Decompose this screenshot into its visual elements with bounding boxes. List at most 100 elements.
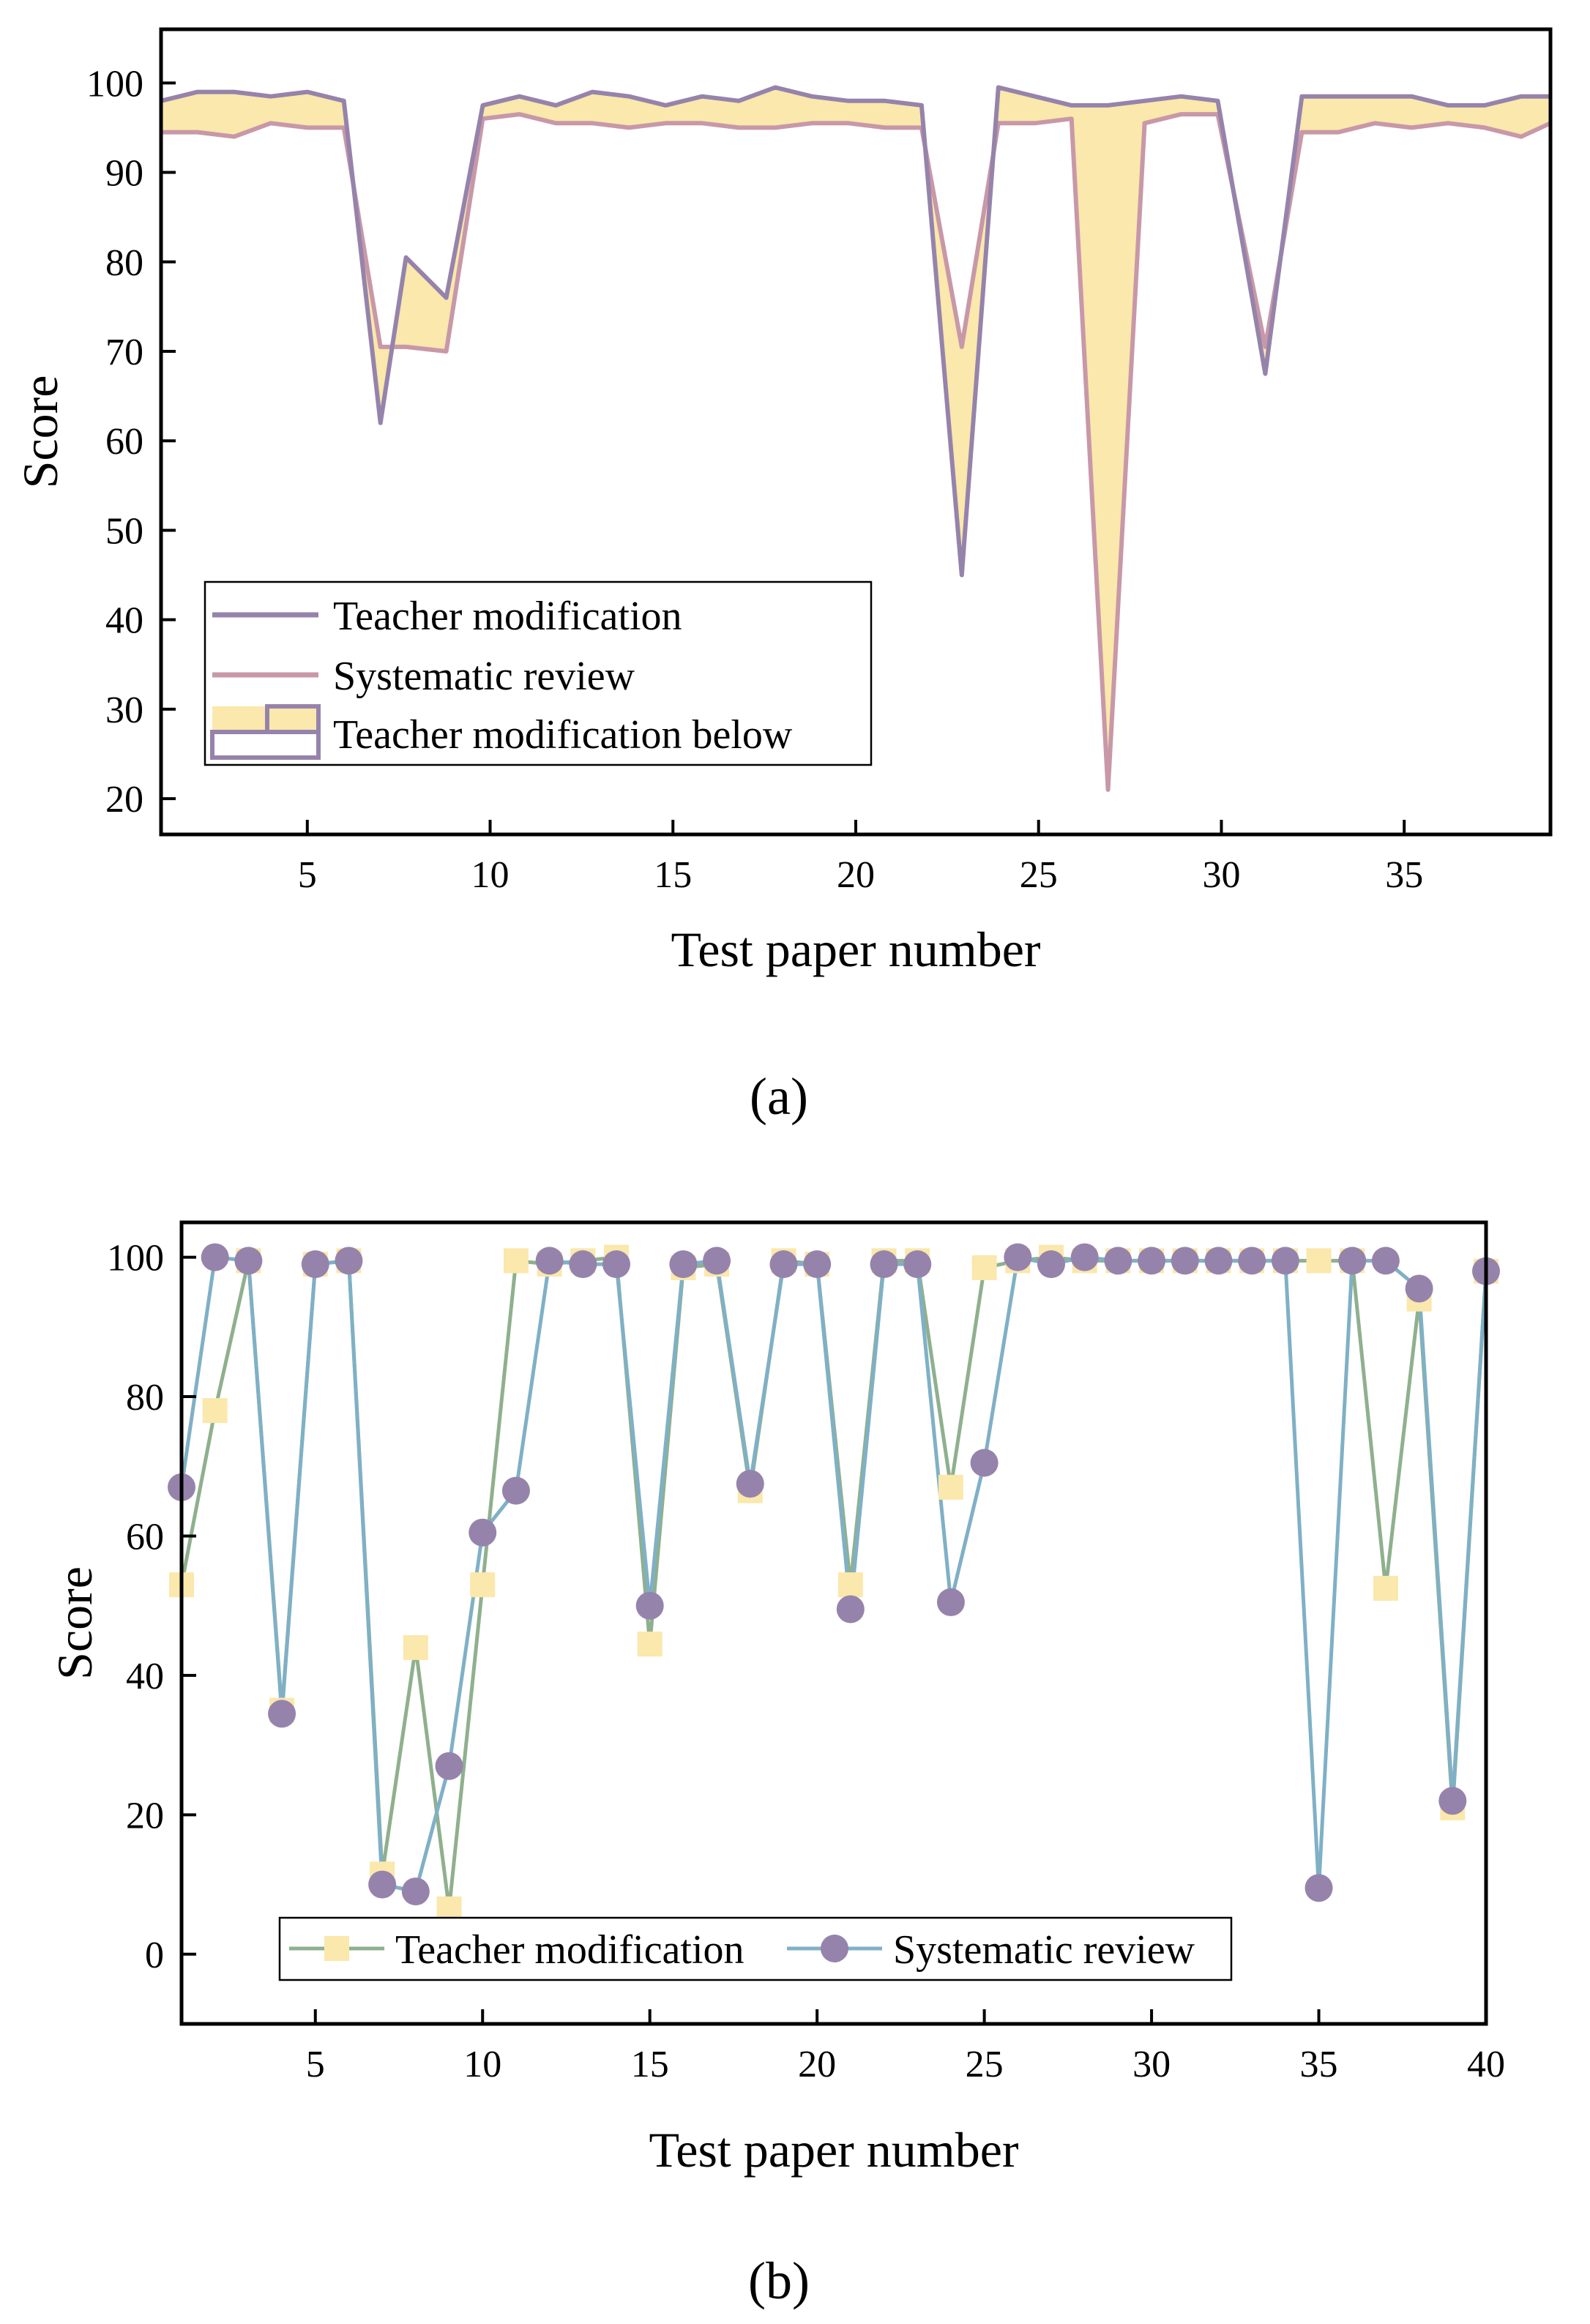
y-tick-label: 20 — [126, 1795, 164, 1837]
data-point-systematic-review — [903, 1250, 932, 1279]
x-tick-label: 25 — [966, 2044, 1004, 2085]
x-tick-label: 15 — [631, 2044, 669, 2085]
data-point-systematic-review — [1271, 1247, 1299, 1275]
x-tick-label: 5 — [298, 854, 317, 896]
data-point-systematic-review — [535, 1247, 564, 1275]
x-tick-label: 10 — [471, 854, 510, 896]
series-line-systematic-review — [161, 112, 1552, 792]
y-tick-label: 0 — [145, 1935, 164, 1976]
legend-swatch-teacher-modification-below — [210, 704, 321, 760]
y-tick-label: 100 — [107, 1238, 164, 1279]
data-point-systematic-review — [1405, 1274, 1433, 1303]
x-tick-label: 35 — [1300, 2044, 1338, 2085]
data-point-systematic-review — [870, 1250, 898, 1279]
data-point-teacher-modification — [503, 1248, 529, 1274]
x-tick-label: 25 — [1020, 854, 1058, 896]
x-tick-label: 10 — [463, 2044, 501, 2085]
series-line-teacher-modification — [160, 85, 1550, 578]
data-point-systematic-review — [669, 1250, 698, 1279]
data-point-teacher-modification — [971, 1255, 997, 1280]
y-tick-label: 40 — [126, 1656, 164, 1697]
panel-a-label: (a) — [750, 1067, 808, 1126]
y-tick-label: 40 — [105, 600, 143, 642]
legend-label-teacher-modification-below: Teacher modification below — [333, 712, 793, 758]
data-point-systematic-review — [268, 1700, 296, 1728]
data-point-systematic-review — [1171, 1247, 1199, 1275]
x-tick-label: 20 — [837, 854, 875, 896]
panel-b-frame — [179, 1220, 1488, 2026]
y-tick-label: 100 — [86, 63, 143, 105]
data-point-teacher-modification — [837, 1572, 863, 1598]
x-tick-label: 40 — [1467, 2044, 1505, 2085]
data-point-systematic-review — [301, 1250, 329, 1279]
data-point-systematic-review — [602, 1250, 630, 1279]
y-tick-label: 60 — [105, 421, 143, 463]
data-point-systematic-review — [1305, 1874, 1333, 1902]
panel-b-x-ticks: 5 10 15 20 25 30 35 40 — [306, 2009, 1505, 2085]
data-point-systematic-review — [970, 1449, 999, 1477]
y-tick-label: 60 — [126, 1516, 164, 1558]
data-point-systematic-review — [1204, 1247, 1233, 1275]
data-point-teacher-modification — [1306, 1248, 1332, 1274]
y-tick-label: 20 — [105, 779, 143, 821]
data-point-systematic-review — [234, 1247, 263, 1275]
data-point-teacher-modification — [637, 1632, 662, 1657]
panel-b-chart: 5 10 15 20 25 30 35 40 0 20 40 60 80 100 Test paper … — [47, 1220, 1505, 2178]
panel-b-legend: Teacher modification Systematic review — [278, 1916, 1233, 1981]
x-tick-label: 30 — [1132, 2044, 1171, 2085]
data-point-systematic-review — [635, 1591, 664, 1620]
data-point-systematic-review — [1338, 1247, 1367, 1275]
data-point-teacher-modification — [470, 1572, 496, 1598]
legend-swatch-outline-lower — [210, 730, 321, 760]
data-point-teacher-modification — [403, 1634, 428, 1660]
data-point-teacher-modification — [938, 1474, 963, 1500]
data-point-systematic-review — [469, 1518, 497, 1547]
y-tick-label: 50 — [105, 510, 143, 552]
x-tick-label: 30 — [1202, 854, 1240, 896]
data-point-teacher-modification — [202, 1398, 228, 1424]
legend-swatch-marker-systematic-review — [821, 1935, 848, 1962]
panel-a-legend: Teacher modification Systematic review T… — [204, 580, 873, 766]
series-line-systematic-review — [179, 1255, 1488, 1894]
panel-a-y-axis-label: Score — [12, 375, 68, 489]
data-point-systematic-review — [1104, 1247, 1132, 1275]
data-point-systematic-review — [769, 1250, 798, 1279]
data-point-systematic-review — [1371, 1247, 1400, 1275]
y-tick-label: 80 — [105, 242, 143, 284]
x-tick-label: 35 — [1385, 854, 1423, 896]
legend-label-teacher-modification: Teacher modification — [395, 1927, 744, 1973]
data-point-systematic-review — [1037, 1250, 1065, 1279]
data-point-systematic-review — [401, 1877, 430, 1906]
data-point-teacher-modification — [1373, 1575, 1398, 1601]
legend-label-systematic-review: Systematic review — [893, 1927, 1195, 1973]
x-tick-label: 15 — [654, 854, 692, 896]
panel-b-y-axis-label: Score — [47, 1566, 102, 1680]
panel-b-label: (b) — [748, 2252, 810, 2310]
panel-b-y-ticks: 0 20 40 60 80 100 — [107, 1238, 196, 1976]
data-point-systematic-review — [501, 1476, 530, 1505]
data-point-systematic-review — [1238, 1247, 1266, 1275]
panel-b-x-axis-label: Test paper number — [649, 2122, 1018, 2178]
data-point-systematic-review — [1438, 1787, 1467, 1815]
legend-label-teacher-modification: Teacher modification — [333, 594, 682, 639]
y-tick-label: 70 — [105, 332, 143, 373]
panel-b-markers — [168, 1243, 1500, 1921]
panel-b-lines — [179, 1255, 1488, 1911]
y-tick-label: 90 — [105, 153, 143, 195]
data-point-systematic-review — [201, 1243, 229, 1271]
panel-a-x-ticks: 5 10 15 20 25 30 35 — [298, 820, 1423, 896]
panel-a-y-ticks: 20 30 40 50 60 70 80 90 100 — [86, 63, 176, 821]
y-tick-label: 30 — [105, 690, 143, 731]
x-tick-label: 5 — [306, 2044, 325, 2085]
panel-a-chart: 5 10 15 20 25 30 35 20 30 40 50 60 70 80 90 100 Test p… — [12, 27, 1553, 977]
panel-a-lines — [160, 85, 1552, 792]
x-tick-label: 20 — [798, 2044, 836, 2085]
data-point-systematic-review — [803, 1250, 832, 1279]
panel-b-legend-box — [278, 1916, 1233, 1981]
data-point-systematic-review — [703, 1247, 731, 1275]
data-point-systematic-review — [368, 1870, 397, 1899]
data-point-systematic-review — [569, 1250, 597, 1279]
data-point-systematic-review — [836, 1595, 865, 1624]
data-point-systematic-review — [335, 1247, 363, 1275]
panel-a-x-axis-label: Test paper number — [671, 922, 1040, 977]
